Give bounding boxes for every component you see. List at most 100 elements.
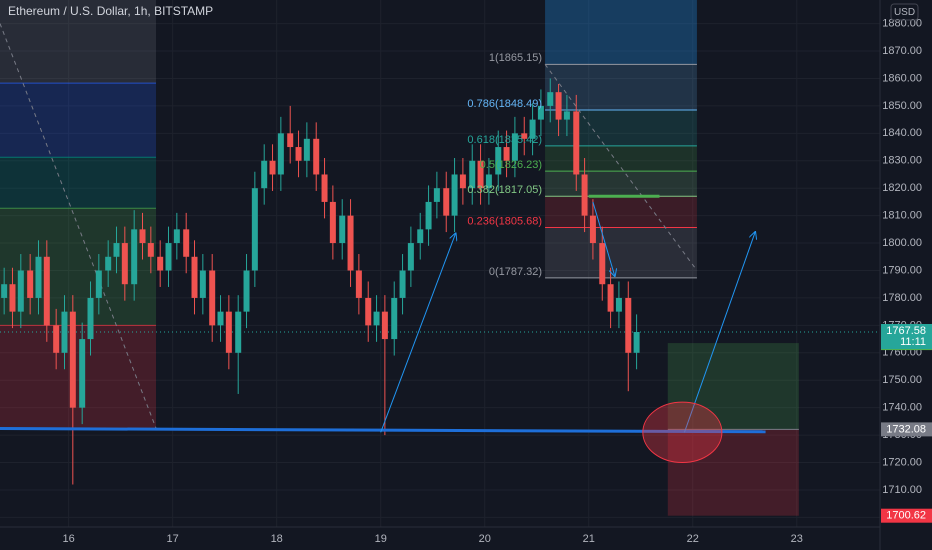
fib-label: 0.618(1835.42) bbox=[467, 134, 542, 146]
y-tick-label: 1790.00 bbox=[882, 264, 922, 276]
candle-body bbox=[303, 138, 310, 161]
candle-body bbox=[95, 270, 102, 298]
last-price-tag bbox=[881, 324, 932, 350]
zone-band bbox=[0, 208, 157, 326]
y-tick-label: 1880.00 bbox=[882, 17, 922, 29]
candle-body bbox=[69, 311, 76, 408]
candle-body bbox=[451, 174, 458, 216]
candle-body bbox=[563, 111, 570, 120]
candle-body bbox=[27, 270, 34, 298]
candle-body bbox=[105, 256, 112, 271]
plot-layer: 1(1865.15) 0.786(1848.49) 0.618(1835.42) 0.… bbox=[0, 0, 880, 527]
zone-band bbox=[0, 0, 157, 84]
candle-body bbox=[9, 284, 16, 312]
candle-body bbox=[555, 92, 562, 120]
fib-band bbox=[545, 196, 697, 228]
trend-dashed bbox=[0, 23, 157, 429]
y-tick-label: 1830.00 bbox=[882, 155, 922, 167]
candle-body bbox=[121, 243, 128, 285]
candle-body bbox=[573, 111, 580, 175]
candle-body bbox=[183, 229, 190, 257]
candle-body bbox=[287, 133, 294, 148]
candle-body bbox=[625, 297, 632, 353]
y-tick-label: 1820.00 bbox=[882, 182, 922, 194]
candle-body bbox=[43, 256, 50, 326]
candle-body bbox=[355, 270, 362, 298]
candle-body bbox=[607, 284, 614, 312]
candle-body bbox=[425, 201, 432, 230]
trend-dashed bbox=[544, 64, 698, 271]
candle-body bbox=[61, 311, 68, 353]
candle-body bbox=[537, 105, 544, 120]
candle-body bbox=[261, 160, 268, 189]
candle-body bbox=[633, 332, 640, 353]
candle-body bbox=[347, 215, 354, 271]
fib-label: 1(1865.15) bbox=[489, 52, 542, 64]
candle-body bbox=[485, 174, 492, 189]
y-tick-label: 1750.00 bbox=[882, 374, 922, 386]
candle-body bbox=[433, 188, 440, 202]
candle-body bbox=[191, 256, 198, 298]
candle-body bbox=[381, 311, 388, 340]
countdown-label: 11:11 bbox=[900, 336, 926, 348]
y-tick-label: 1800.00 bbox=[882, 237, 922, 249]
candle-body bbox=[209, 270, 216, 326]
candle-body bbox=[147, 243, 154, 257]
candle-body bbox=[235, 311, 242, 353]
x-tick-label: 20 bbox=[479, 533, 491, 545]
candle-body bbox=[113, 243, 120, 257]
x-tick-label: 18 bbox=[271, 533, 283, 545]
fib-top-band bbox=[545, 0, 697, 65]
candle-body bbox=[17, 270, 24, 312]
candle-body bbox=[321, 174, 328, 202]
y-tick-label: 1740.00 bbox=[882, 402, 922, 414]
fib-band bbox=[545, 227, 697, 278]
candle-body bbox=[79, 339, 86, 408]
candle-body bbox=[615, 297, 622, 312]
candle-body bbox=[165, 243, 172, 271]
last-price-label: 1767.58 bbox=[886, 325, 926, 337]
chart-title: Ethereum / U.S. Dollar, 1h, BITSTAMP bbox=[8, 4, 213, 18]
ellipse-marker bbox=[642, 401, 723, 464]
arrow bbox=[380, 233, 456, 433]
candle-body bbox=[243, 270, 250, 312]
fib-band bbox=[545, 110, 697, 146]
candle-body bbox=[269, 160, 276, 175]
price-tag-label: 1732.08 bbox=[886, 423, 926, 435]
y-tick-label: 1780.00 bbox=[882, 292, 922, 304]
candle-body bbox=[225, 311, 232, 353]
fib-label: 0.382(1817.05) bbox=[467, 184, 542, 196]
candle-body bbox=[443, 188, 450, 216]
candle-body bbox=[295, 147, 302, 161]
candle-body bbox=[529, 119, 536, 139]
candle-body bbox=[503, 147, 510, 161]
candle-body bbox=[547, 92, 554, 106]
y-tick-label: 1840.00 bbox=[882, 127, 922, 139]
candle-body bbox=[407, 243, 414, 271]
position-box bbox=[667, 429, 799, 516]
support-line bbox=[0, 427, 766, 434]
candle-body bbox=[459, 174, 466, 189]
candle-body bbox=[87, 297, 94, 340]
candle-body bbox=[339, 215, 346, 244]
y-tick-label: 1710.00 bbox=[882, 484, 922, 496]
x-tick-label: 22 bbox=[687, 533, 699, 545]
candle-body bbox=[217, 311, 224, 326]
zone-band bbox=[0, 325, 157, 429]
candle-body bbox=[599, 243, 606, 285]
candle-body bbox=[391, 297, 398, 340]
y-tick-label: 1720.00 bbox=[882, 456, 922, 468]
candle-body bbox=[495, 147, 502, 175]
x-tick-label: 21 bbox=[583, 533, 595, 545]
x-tick-label: 16 bbox=[63, 533, 75, 545]
fib-band bbox=[545, 171, 697, 197]
fib-band bbox=[545, 64, 697, 111]
y-tick-label: 1850.00 bbox=[882, 100, 922, 112]
candle-body bbox=[477, 160, 484, 189]
zone-band bbox=[0, 83, 157, 158]
candle-body bbox=[1, 284, 8, 298]
candle-body bbox=[365, 297, 372, 326]
price-tag bbox=[881, 508, 932, 523]
candle-body bbox=[469, 160, 476, 189]
fib-band bbox=[545, 145, 697, 172]
